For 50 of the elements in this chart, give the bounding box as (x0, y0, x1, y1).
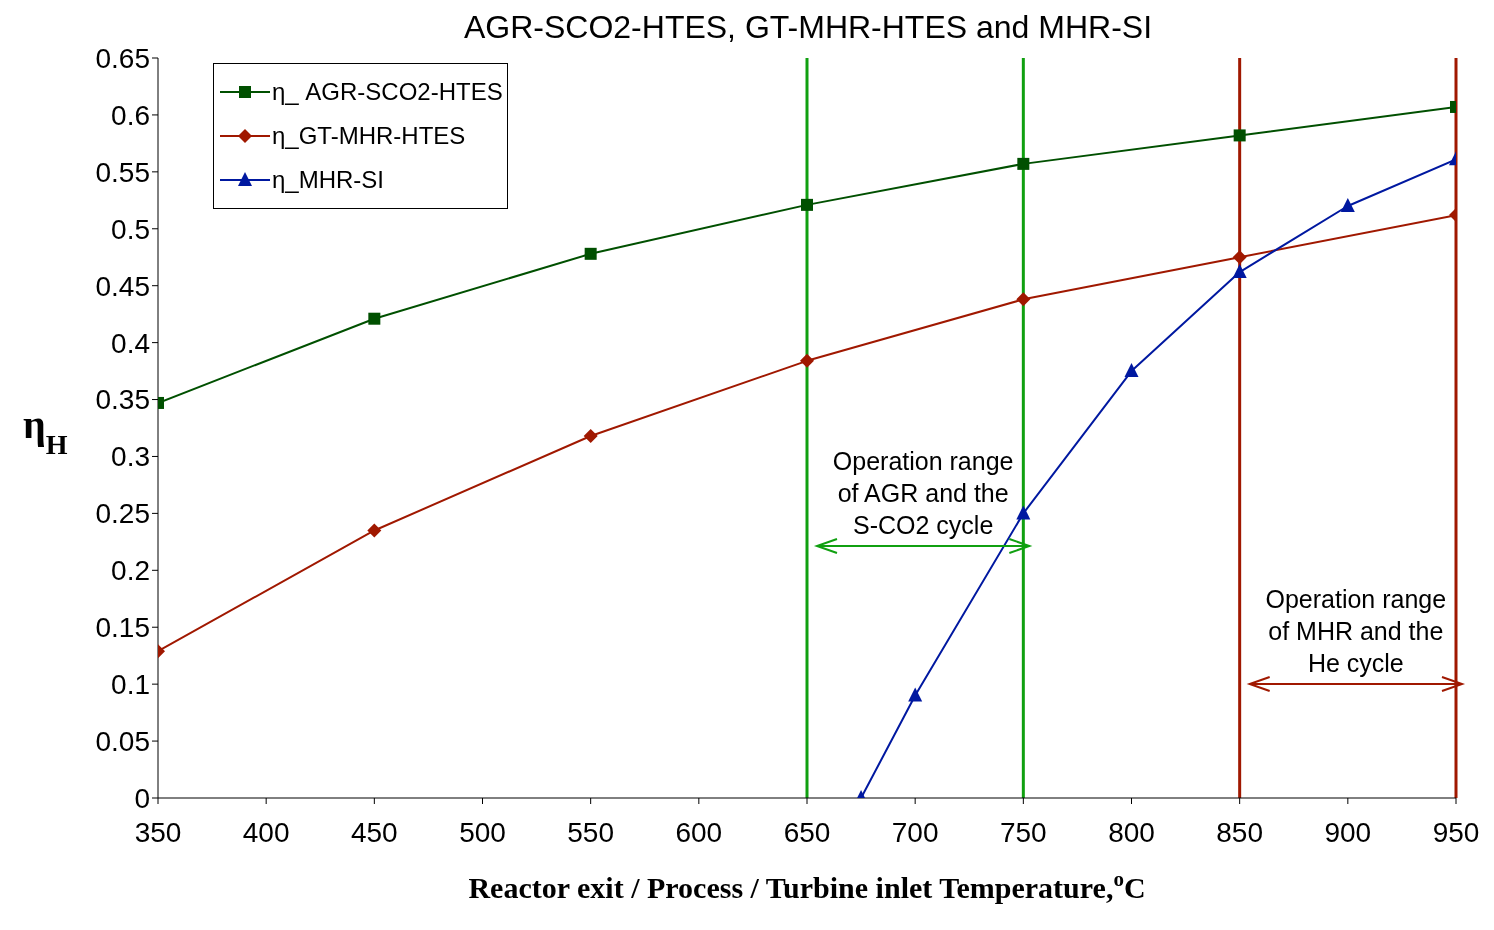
y-tick-label: 0.65 (95, 42, 150, 74)
y-tick-label: 0.1 (111, 669, 150, 701)
y-tick-label: 0.4 (111, 327, 150, 359)
y-tick-label: 0.05 (95, 726, 150, 758)
y-tick-label: 0.45 (95, 270, 150, 302)
y-tick-label: 0.2 (111, 555, 150, 587)
point (583, 428, 598, 443)
legend-label: η_GT-MHR-HTES (272, 122, 466, 150)
y-tick-label: 0.25 (95, 498, 150, 530)
legend-label: η_ AGR-SCO2-HTES (272, 78, 503, 106)
x-tick-label: 950 (1432, 816, 1480, 848)
point (1017, 157, 1030, 170)
point (1232, 250, 1247, 265)
y-tick-label: 0.35 (95, 384, 150, 416)
annotation: Operation range of AGR and the S-CO2 cycle (832, 447, 1014, 539)
x-axis-title: Reactor exit / Process / Turbine inlet Temperature,$^{o}$C (468, 867, 1146, 904)
x-tick-label: 900 (1324, 816, 1372, 848)
point (1016, 505, 1031, 520)
x-tick-label: 800 (1108, 816, 1155, 848)
x-tick-label: 850 (1216, 816, 1264, 848)
y-tick-label: 0.5 (111, 213, 150, 245)
legend-label: η_MHR-SI (272, 166, 385, 194)
point (1124, 363, 1139, 378)
chart-title: AGR-SCO2-HTES, GT-MHR-HTES and MHR-SI (463, 9, 1153, 45)
point (1016, 292, 1031, 307)
x-tick-label: 550 (567, 816, 615, 848)
x-tick-label: 600 (675, 816, 723, 848)
x-tick-label: 450 (350, 816, 398, 848)
point (1233, 129, 1246, 142)
point (368, 312, 381, 325)
x-tick-label: 500 (459, 816, 506, 848)
point (800, 353, 814, 368)
annotation: Operation range of MHR and the He cycle (1265, 585, 1447, 677)
point (584, 247, 597, 260)
point (908, 687, 923, 702)
x-tick-label: 650 (783, 816, 831, 848)
y-tick-label: 0 (134, 782, 150, 814)
y-tick-label: 0.15 (95, 612, 150, 644)
point (1340, 198, 1355, 212)
x-tick-label: 700 (891, 816, 939, 848)
x-tick-label: 400 (242, 816, 290, 848)
x-tick-label: 350 (134, 816, 182, 848)
y-tick-label: 0.6 (111, 99, 150, 131)
point (801, 198, 813, 211)
y-tick-label: 0.55 (95, 156, 150, 188)
point (1232, 264, 1247, 279)
y-tick-label: 0.3 (111, 441, 150, 473)
y-axis-title: η$_{H}$ (23, 402, 68, 460)
x-tick-label: 750 (999, 816, 1047, 848)
point (367, 523, 382, 538)
